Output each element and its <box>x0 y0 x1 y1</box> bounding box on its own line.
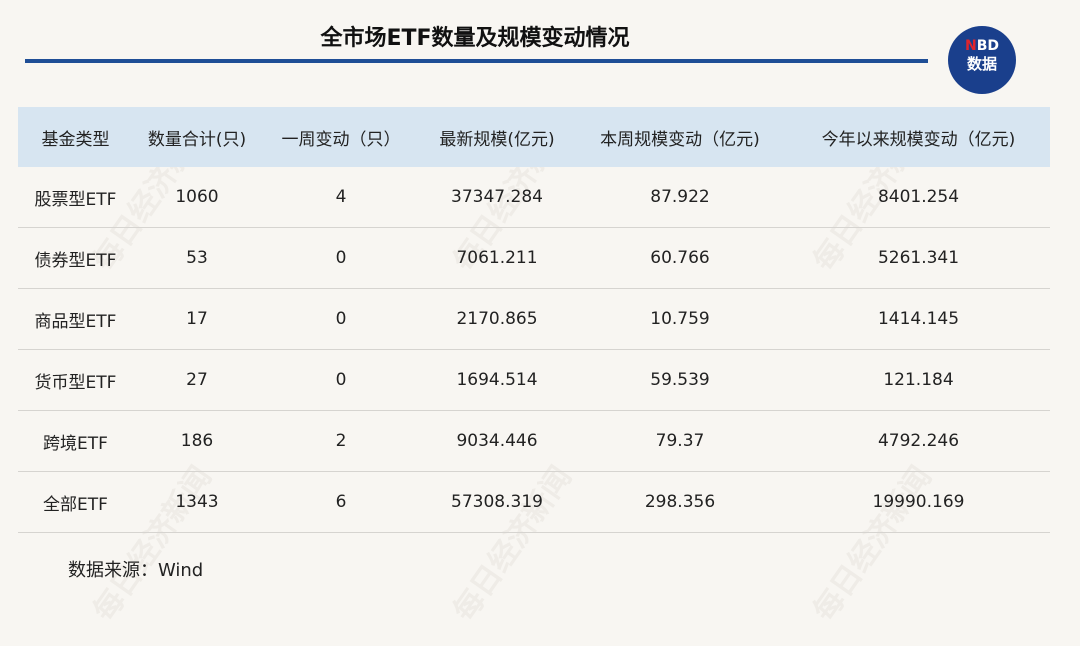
table-row: 商品型ETF 17 0 2170.865 10.759 1414.145 <box>18 288 1050 350</box>
table-cell: 57308.319 <box>421 471 573 533</box>
table-cell: 6 <box>261 471 421 533</box>
table-cell: 19990.169 <box>787 471 1050 533</box>
table-cell: 2170.865 <box>421 288 573 350</box>
table-cell: 1343 <box>133 471 261 533</box>
data-source: 数据来源：Wind <box>68 560 204 581</box>
table-cell: 0 <box>261 349 421 411</box>
table-cell: 商品型ETF <box>18 288 133 350</box>
table-cell: 59.539 <box>573 349 787 411</box>
table-cell: 1694.514 <box>421 349 573 411</box>
table-cell: 37347.284 <box>421 167 573 228</box>
table-cell: 4 <box>261 167 421 228</box>
table-cell: 60.766 <box>573 227 787 289</box>
logo-n: N <box>964 38 977 54</box>
header-cell: 数量合计(只) <box>133 107 261 167</box>
logo-data: 数据 <box>966 55 997 73</box>
table-row: 债券型ETF 53 0 7061.211 60.766 5261.341 <box>18 227 1050 289</box>
logo-bd: BD <box>976 38 999 54</box>
table-cell: 79.37 <box>573 410 787 472</box>
table-cell: 27 <box>133 349 261 411</box>
etf-table: 基金类型 数量合计(只) 一周变动（只） 最新规模(亿元) 本周规模变动（亿元)… <box>18 107 1050 533</box>
table-cell: 186 <box>133 410 261 472</box>
header-cell: 最新规模(亿元) <box>421 107 573 167</box>
table-cell: 298.356 <box>573 471 787 533</box>
table-cell: 0 <box>261 288 421 350</box>
header-cell: 今年以来规模变动（亿元) <box>787 107 1050 167</box>
header-cell: 一周变动（只） <box>261 107 421 167</box>
table-cell: 121.184 <box>787 349 1050 411</box>
table-cell: 87.922 <box>573 167 787 228</box>
table-row: 跨境ETF 186 2 9034.446 79.37 4792.246 <box>18 410 1050 472</box>
title-underline <box>25 59 928 63</box>
table-row: 全部ETF 1343 6 57308.319 298.356 19990.169 <box>18 471 1050 533</box>
page-title: 全市场ETF数量及规模变动情况 <box>320 26 630 51</box>
table-cell: 1414.145 <box>787 288 1050 350</box>
header-cell: 本周规模变动（亿元) <box>573 107 787 167</box>
table-cell: 5261.341 <box>787 227 1050 289</box>
table-cell: 7061.211 <box>421 227 573 289</box>
table-cell: 跨境ETF <box>18 410 133 472</box>
table-cell: 2 <box>261 410 421 472</box>
table-cell: 货币型ETF <box>18 349 133 411</box>
nbd-logo: NBD 数据 <box>948 26 1016 94</box>
table-header-row: 基金类型 数量合计(只) 一周变动（只） 最新规模(亿元) 本周规模变动（亿元)… <box>18 107 1050 167</box>
table-cell: 17 <box>133 288 261 350</box>
table-cell: 4792.246 <box>787 410 1050 472</box>
header-cell: 基金类型 <box>18 107 133 167</box>
table-cell: 9034.446 <box>421 410 573 472</box>
table-cell: 53 <box>133 227 261 289</box>
table-cell: 全部ETF <box>18 471 133 533</box>
table-row: 股票型ETF 1060 4 37347.284 87.922 8401.254 <box>18 167 1050 228</box>
table-cell: 1060 <box>133 167 261 228</box>
table-cell: 10.759 <box>573 288 787 350</box>
table-cell: 8401.254 <box>787 167 1050 228</box>
table-cell: 0 <box>261 227 421 289</box>
table-cell: 股票型ETF <box>18 167 133 228</box>
table-row: 货币型ETF 27 0 1694.514 59.539 121.184 <box>18 349 1050 411</box>
table-cell: 债券型ETF <box>18 227 133 289</box>
